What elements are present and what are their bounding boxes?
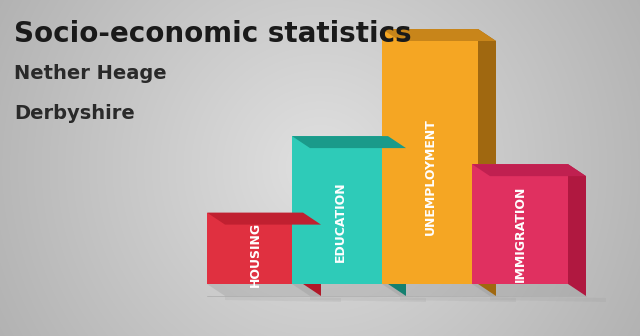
Polygon shape: [382, 29, 478, 284]
Polygon shape: [400, 296, 516, 302]
Polygon shape: [478, 29, 496, 296]
Polygon shape: [225, 296, 341, 302]
Polygon shape: [472, 164, 568, 284]
Polygon shape: [568, 164, 586, 296]
Polygon shape: [310, 296, 426, 302]
Polygon shape: [472, 164, 586, 176]
Text: HOUSING: HOUSING: [248, 221, 262, 287]
Polygon shape: [207, 213, 321, 224]
Text: IMMIGRATION: IMMIGRATION: [513, 185, 527, 282]
Polygon shape: [490, 296, 606, 302]
Polygon shape: [292, 284, 406, 296]
Polygon shape: [303, 213, 321, 296]
Text: UNEMPLOYMENT: UNEMPLOYMENT: [424, 119, 436, 235]
Text: Socio-economic statistics: Socio-economic statistics: [14, 20, 412, 48]
Text: EDUCATION: EDUCATION: [333, 181, 346, 262]
Polygon shape: [388, 136, 406, 296]
Polygon shape: [207, 284, 321, 296]
Text: Derbyshire: Derbyshire: [14, 104, 135, 123]
Polygon shape: [382, 284, 496, 296]
Text: Nether Heage: Nether Heage: [14, 64, 166, 83]
Polygon shape: [382, 29, 496, 41]
Polygon shape: [207, 213, 303, 284]
Polygon shape: [292, 136, 406, 148]
Polygon shape: [472, 284, 586, 296]
Polygon shape: [292, 136, 388, 284]
